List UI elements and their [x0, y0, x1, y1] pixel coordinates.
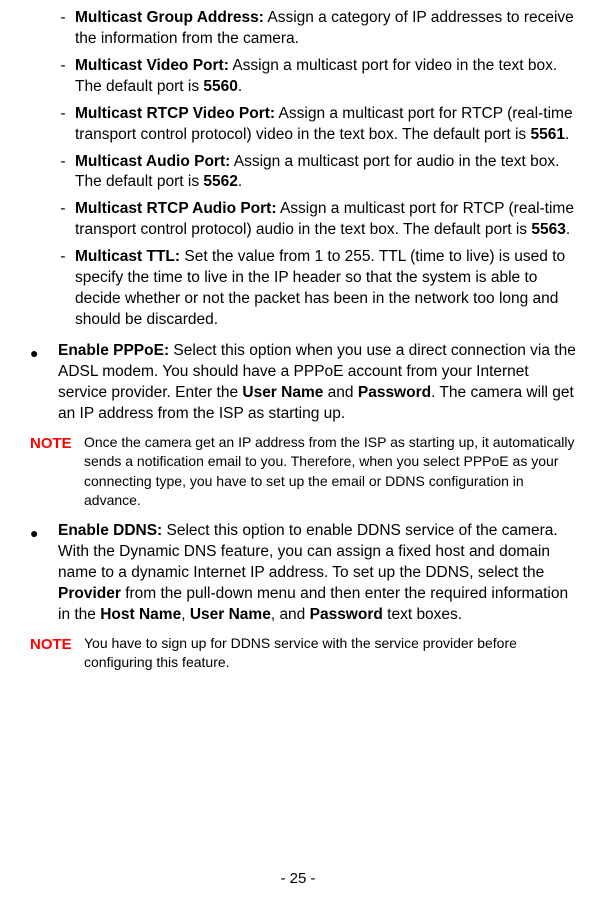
dash-icon: - [55, 8, 71, 29]
dash-text: . [566, 221, 570, 238]
page-number: - 25 - [0, 869, 596, 889]
page-container: - Multicast Group Address: Assign a cate… [0, 0, 596, 909]
dash-bold: 5561 [531, 126, 565, 143]
note-text: Once the camera get an IP address from t… [84, 434, 575, 509]
dash-title: Multicast RTCP Video Port: [75, 105, 275, 122]
dash-item-body: Multicast TTL: Set the value from 1 to 2… [75, 248, 565, 328]
dash-icon: - [55, 104, 71, 125]
bullet-bold: Provider [58, 585, 121, 602]
dash-bold: 5562 [203, 173, 237, 190]
dash-text: . [565, 126, 569, 143]
bullet-text: text boxes. [383, 606, 462, 623]
dash-item-video-port: - Multicast Video Port: Assign a multica… [55, 56, 576, 98]
dash-text: . [238, 173, 242, 190]
bullet-body: Enable PPPoE: Select this option when yo… [58, 342, 576, 422]
dash-item-body: Multicast RTCP Audio Port: Assign a mult… [75, 200, 574, 238]
bullet-icon: ● [30, 344, 38, 363]
note-pppoe: NOTE Once the camera get an IP address f… [30, 433, 576, 511]
note-label: NOTE [30, 634, 72, 655]
note-text: You have to sign up for DDNS service wit… [84, 635, 517, 671]
dash-item-body: Multicast Group Address: Assign a catego… [75, 9, 574, 47]
dash-title: Multicast Group Address: [75, 9, 264, 26]
note-ddns: NOTE You have to sign up for DDNS servic… [30, 634, 576, 673]
bullet-text: and [323, 384, 357, 401]
dash-item-audio-port: - Multicast Audio Port: Assign a multica… [55, 152, 576, 194]
bullet-bold: Host Name [100, 606, 181, 623]
bullet-text: , and [271, 606, 310, 623]
dash-icon: - [55, 56, 71, 77]
dash-bold: 5560 [203, 78, 237, 95]
dash-item-body: Multicast Audio Port: Assign a multicast… [75, 153, 559, 191]
dash-title: Multicast RTCP Audio Port: [75, 200, 277, 217]
dash-item-rtcp-audio-port: - Multicast RTCP Audio Port: Assign a mu… [55, 199, 576, 241]
bullet-item-pppoe: ● Enable PPPoE: Select this option when … [30, 341, 576, 425]
dash-item-group-address: - Multicast Group Address: Assign a cate… [55, 8, 576, 50]
bullet-item-ddns: ● Enable DDNS: Select this option to ena… [30, 521, 576, 626]
dash-icon: - [55, 247, 71, 268]
dash-title: Multicast TTL: [75, 248, 180, 265]
dash-icon: - [55, 152, 71, 173]
bullet-icon: ● [30, 524, 38, 543]
bullet-body: Enable DDNS: Select this option to enabl… [58, 522, 568, 623]
bullet-bold: Password [358, 384, 431, 401]
bullet-text: , [181, 606, 190, 623]
dash-item-rtcp-video-port: - Multicast RTCP Video Port: Assign a mu… [55, 104, 576, 146]
dash-list: - Multicast Group Address: Assign a cate… [55, 8, 576, 331]
bullet-title: Enable DDNS: [58, 522, 162, 539]
bullet-bold: User Name [242, 384, 323, 401]
dash-item-body: Multicast RTCP Video Port: Assign a mult… [75, 105, 573, 143]
bullet-title: Enable PPPoE: [58, 342, 169, 359]
dash-title: Multicast Video Port: [75, 57, 229, 74]
bullet-bold: User Name [190, 606, 271, 623]
dash-text: . [238, 78, 242, 95]
bullet-bold: Password [310, 606, 383, 623]
dash-icon: - [55, 199, 71, 220]
note-label: NOTE [30, 433, 72, 454]
dash-item-ttl: - Multicast TTL: Set the value from 1 to… [55, 247, 576, 331]
dash-item-body: Multicast Video Port: Assign a multicast… [75, 57, 557, 95]
dash-bold: 5563 [531, 221, 565, 238]
dash-title: Multicast Audio Port: [75, 153, 230, 170]
